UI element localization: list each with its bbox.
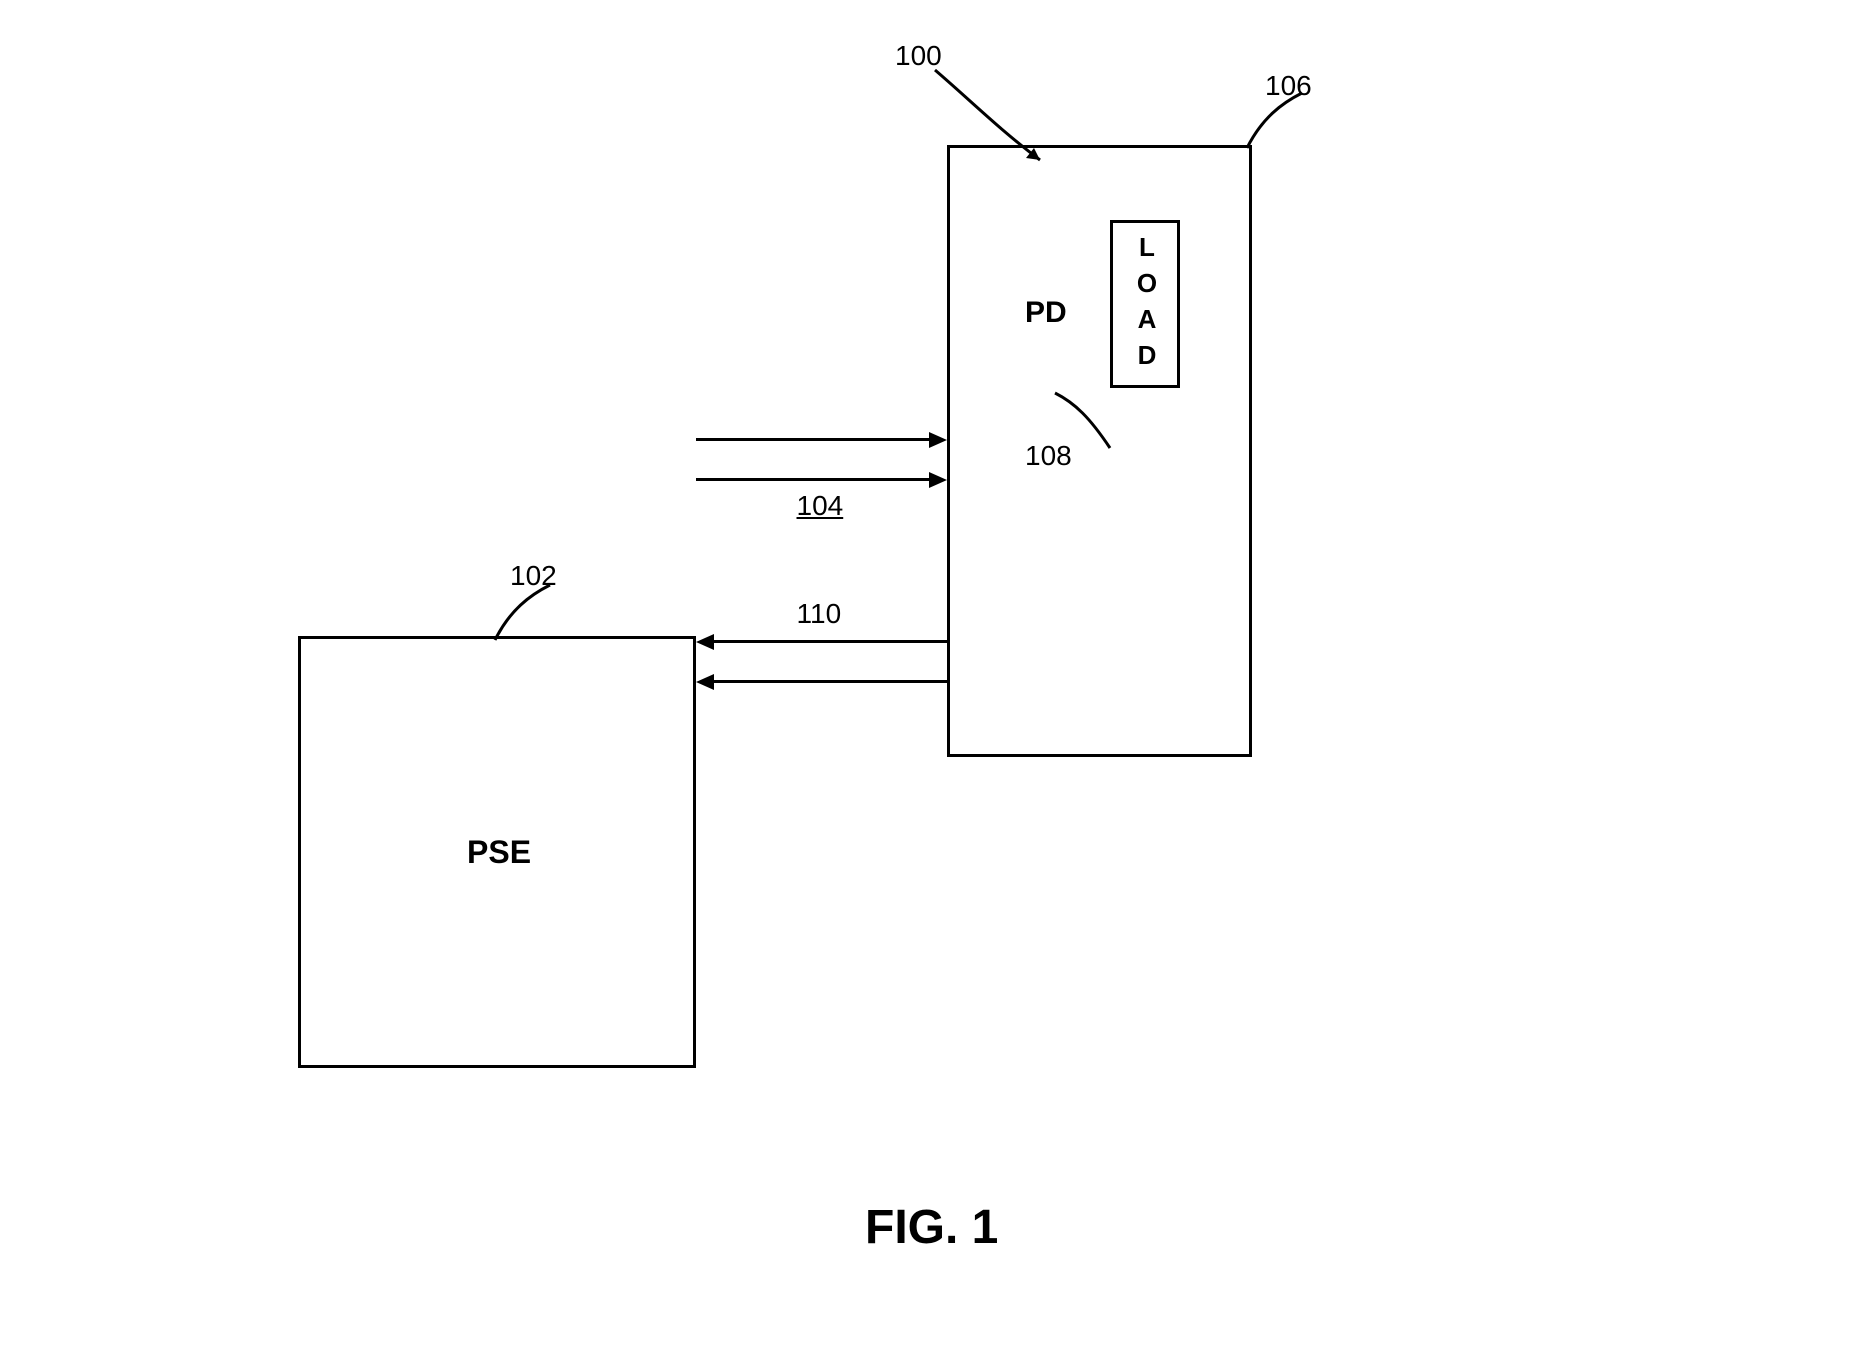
arrow-110-head1 (696, 634, 714, 650)
arrow-110-line2 (714, 680, 947, 683)
pse-label: PSE (467, 834, 531, 871)
lead-100 (930, 60, 1050, 180)
load-label: LOAD (1131, 232, 1162, 376)
arrow-110-line1 (714, 640, 947, 643)
ref-104: 104 (797, 490, 844, 522)
lead-102 (490, 580, 560, 650)
ref-110: 110 (797, 598, 842, 630)
arrow-110-head2 (696, 674, 714, 690)
pd-label: PD (1025, 296, 1067, 330)
arrow-104-head1 (929, 432, 947, 448)
diagram-canvas: PSE PD LOAD 100 102 106 108 104 110 FIG.… (0, 0, 1859, 1355)
lead-108 (1050, 388, 1120, 458)
arrow-104-head2 (929, 472, 947, 488)
lead-106 (1242, 88, 1312, 158)
arrow-104-line1 (696, 438, 929, 441)
arrow-104-line2 (696, 478, 929, 481)
figure-label: FIG. 1 (865, 1200, 998, 1255)
